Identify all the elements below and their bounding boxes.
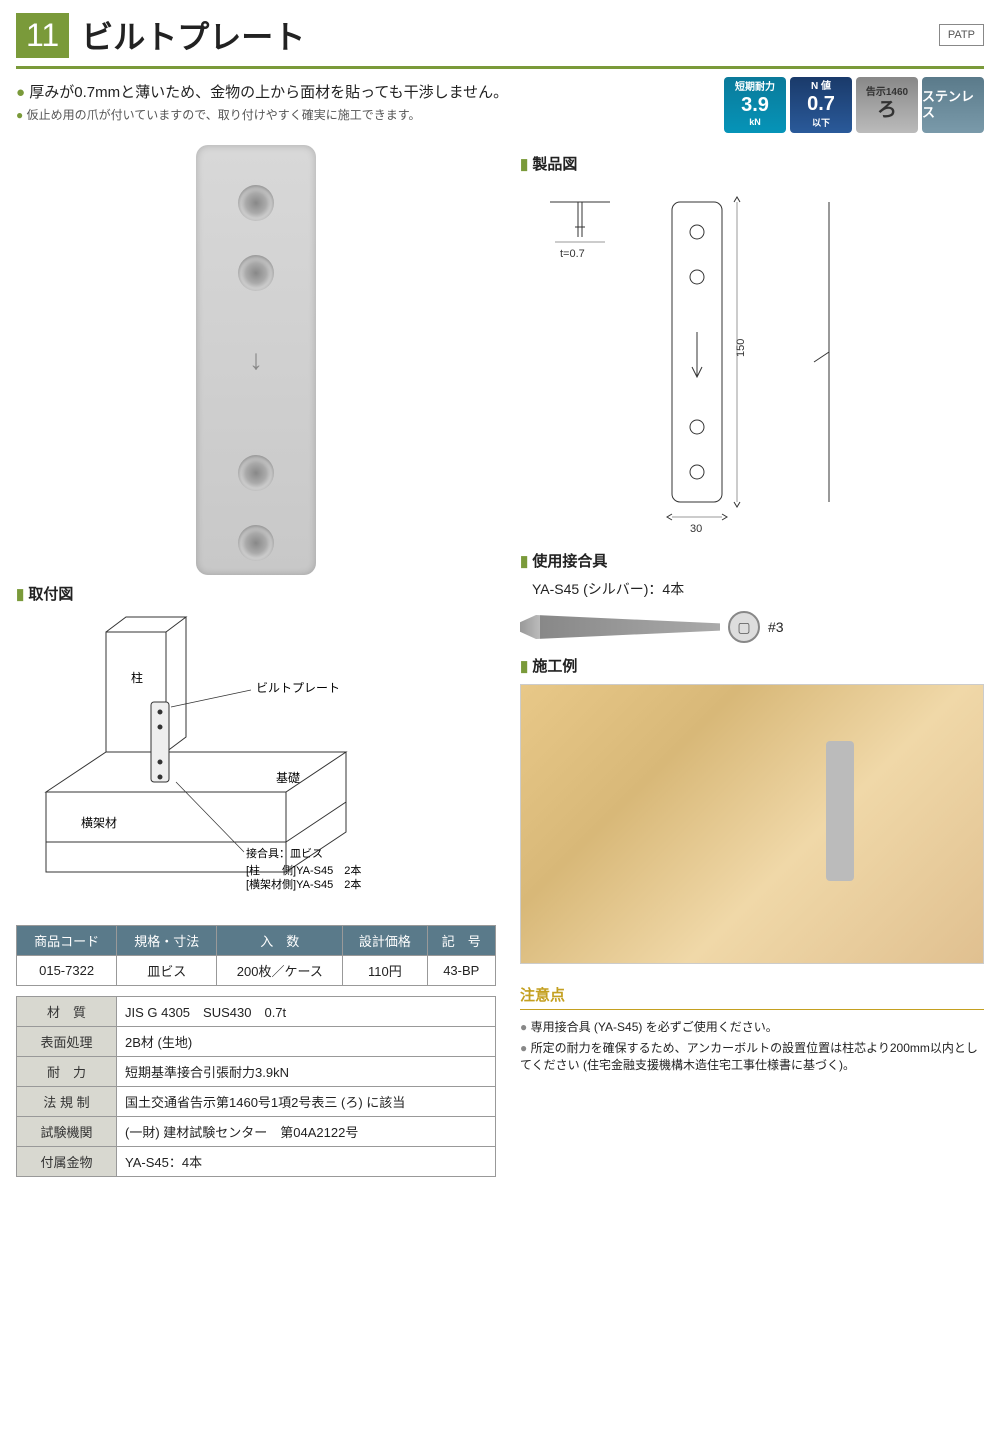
arrow-icon: ↓ xyxy=(249,344,263,376)
feature-bullets: 厚みが0.7mmと薄いため、金物の上から面材を貼っても干渉しません。仮止め用の爪… xyxy=(16,77,704,129)
spec-value: 2B材 (生地) xyxy=(117,1027,496,1057)
bit-icon: ▢ xyxy=(728,611,760,643)
product-photo: ↓ xyxy=(196,145,316,575)
fastener-label: YA-S45 (シルバー)：4本 xyxy=(532,579,984,599)
bit-size: #3 xyxy=(768,619,784,635)
plate-hole xyxy=(238,185,274,221)
header: 11 ビルトプレート PATP xyxy=(16,12,984,69)
note-item: 所定の耐力を確保するため、アンカーボルトの設置位置は柱芯より200mm以内として… xyxy=(520,1039,984,1073)
spec-badge: N 値0.7以下 xyxy=(790,77,852,133)
spec-key: 材 質 xyxy=(17,997,117,1027)
plate-hole xyxy=(238,525,274,561)
table-row: 法 規 制国土交通省告示第1460号1項2号表三 (ろ) に該当 xyxy=(17,1087,496,1117)
table-header: 商品コード xyxy=(17,926,117,956)
svg-text:横架材: 横架材 xyxy=(81,816,117,830)
table-row: 試験機関(一財) 建材試験センター 第04A2122号 xyxy=(17,1117,496,1147)
spec-key: 耐 力 xyxy=(17,1057,117,1087)
table-header: 入 数 xyxy=(217,926,343,956)
install-diagram: 柱 ビルトプレート 横架材 基礎 接合具：皿ビス [柱 側]YA-S45 2本 … xyxy=(16,612,496,912)
table-header: 規格・寸法 xyxy=(117,926,217,956)
fastener-row: ▢ #3 xyxy=(520,611,984,643)
table-row: 付属金物YA-S45：4本 xyxy=(17,1147,496,1177)
spec-key: 試験機関 xyxy=(17,1117,117,1147)
screw-icon xyxy=(520,615,720,639)
patp-badge: PATP xyxy=(939,24,984,46)
spec-table: 材 質JIS G 4305 SUS430 0.7t表面処理2B材 (生地)耐 力… xyxy=(16,996,496,1177)
example-section-title: 施工例 xyxy=(520,655,984,676)
table-cell: 43-BP xyxy=(427,956,495,986)
fastener-section-title: 使用接合具 xyxy=(520,550,984,571)
spec-badge: ステンレス xyxy=(922,77,984,133)
front-drawing: 150 30 xyxy=(652,182,792,542)
feature-bullet: 厚みが0.7mmと薄いため、金物の上から面材を貼っても干渉しません。 xyxy=(16,81,704,102)
table-header: 記 号 xyxy=(427,926,495,956)
table-row: 表面処理2B材 (生地) xyxy=(17,1027,496,1057)
table-row: 材 質JIS G 4305 SUS430 0.7t xyxy=(17,997,496,1027)
svg-text:t=0.7: t=0.7 xyxy=(560,248,585,260)
spec-value: JIS G 4305 SUS430 0.7t xyxy=(117,997,496,1027)
spec-value: 短期基準接合引張耐力3.9kN xyxy=(117,1057,496,1087)
svg-text:[横架材側]YA-S45 2本: [横架材側]YA-S45 2本 xyxy=(246,877,361,891)
table-row: 耐 力短期基準接合引張耐力3.9kN xyxy=(17,1057,496,1087)
notes-title: 注意点 xyxy=(520,984,984,1010)
spec-value: 国土交通省告示第1460号1項2号表三 (ろ) に該当 xyxy=(117,1087,496,1117)
svg-text:接合具：皿ビス: 接合具：皿ビス xyxy=(246,846,323,860)
page-title: ビルトプレート xyxy=(81,12,939,58)
note-item: 専用接合具 (YA-S45) を必ずご使用ください。 xyxy=(520,1018,984,1035)
table-cell: 皿ビス xyxy=(117,956,217,986)
svg-text:柱: 柱 xyxy=(131,670,143,685)
spec-key: 法 規 制 xyxy=(17,1087,117,1117)
table-cell: 015-7322 xyxy=(17,956,117,986)
svg-text:[柱 側]YA-S45 2本: [柱 側]YA-S45 2本 xyxy=(246,863,361,877)
plate-hole xyxy=(238,255,274,291)
install-section-title: 取付図 xyxy=(16,583,496,604)
table-cell: 200枚／ケース xyxy=(217,956,343,986)
svg-text:ビルトプレート: ビルトプレート xyxy=(256,681,340,695)
spec-key: 付属金物 xyxy=(17,1147,117,1177)
svg-text:30: 30 xyxy=(690,523,702,535)
spec-badge: 短期耐力3.9kN xyxy=(724,77,786,133)
table-cell: 110円 xyxy=(343,956,427,986)
spec-value: (一財) 建材試験センター 第04A2122号 xyxy=(117,1117,496,1147)
plate-hole xyxy=(238,455,274,491)
product-drawing-title: 製品図 xyxy=(520,153,984,174)
spec-key: 表面処理 xyxy=(17,1027,117,1057)
thickness-drawing: t=0.7 xyxy=(520,182,640,272)
side-drawing xyxy=(804,182,854,542)
spec-value: YA-S45：4本 xyxy=(117,1147,496,1177)
feature-bullet: 仮止め用の爪が付いていますので、取り付けやすく確実に施工できます。 xyxy=(16,106,704,123)
notes-section: 注意点 専用接合具 (YA-S45) を必ずご使用ください。所定の耐力を確保する… xyxy=(520,984,984,1073)
table-header: 設計価格 xyxy=(343,926,427,956)
example-photo xyxy=(520,684,984,964)
spec-badge: 告示1460ろ xyxy=(856,77,918,133)
svg-text:150: 150 xyxy=(735,339,747,357)
section-number: 11 xyxy=(16,13,69,58)
svg-text:基礎: 基礎 xyxy=(276,771,300,785)
price-table: 商品コード規格・寸法入 数設計価格記 号 015-7322皿ビス200枚／ケース… xyxy=(16,925,496,986)
spec-badges: 短期耐力3.9kNN 値0.7以下告示1460ろステンレス xyxy=(724,77,984,133)
